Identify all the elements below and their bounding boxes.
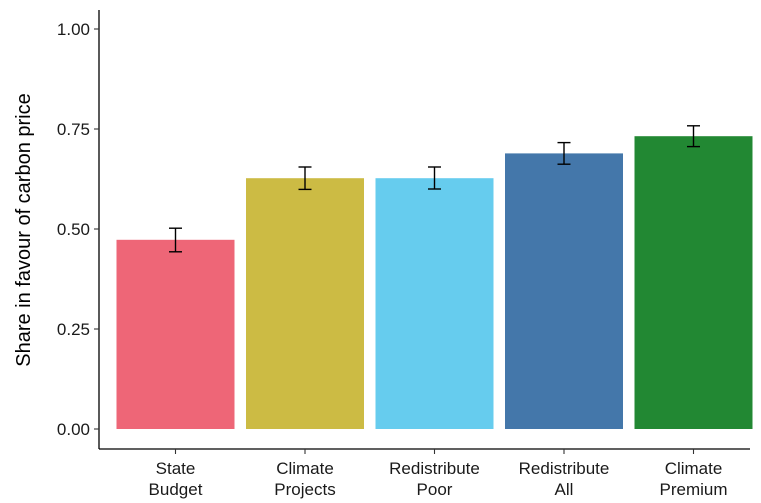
x-tick-label-line: Projects — [274, 480, 335, 499]
x-tick-label: State Budget — [149, 459, 203, 499]
x-tick-label-line: Climate — [276, 459, 334, 478]
x-tick-label-line: Climate — [665, 459, 723, 478]
x-tick-label-line: Redistribute — [389, 459, 480, 478]
plot-area: 0.00 0.25 0.50 0.75 1.00 State Budget Climate Pr… — [57, 10, 753, 499]
bar — [634, 136, 753, 429]
y-tick-label: 0.75 — [57, 120, 90, 139]
x-tick-label-line: State — [156, 459, 196, 478]
x-tick-label: Climate Projects — [274, 459, 335, 499]
y-axis-title: Share in favour of carbon price — [13, 93, 35, 367]
y-tick-label: 1.00 — [57, 20, 90, 39]
y-tick-label: 0.25 — [57, 320, 90, 339]
x-tick-label-line: All — [555, 480, 574, 499]
x-tick-label: Redistribute All — [519, 459, 610, 499]
x-tick-label-line: Budget — [149, 480, 203, 499]
bar — [505, 153, 623, 429]
x-tick-label: Redistribute Poor — [389, 459, 480, 499]
x-tick-label-line: Poor — [417, 480, 453, 499]
x-tick-label-line: Redistribute — [519, 459, 610, 478]
y-tick-label: 0.00 — [57, 420, 90, 439]
x-tick-label: Climate Premium — [659, 459, 727, 499]
bar — [116, 239, 235, 429]
bar — [375, 178, 494, 429]
bar — [246, 178, 364, 429]
y-tick-label: 0.50 — [57, 220, 90, 239]
x-tick-label-line: Premium — [659, 480, 727, 499]
